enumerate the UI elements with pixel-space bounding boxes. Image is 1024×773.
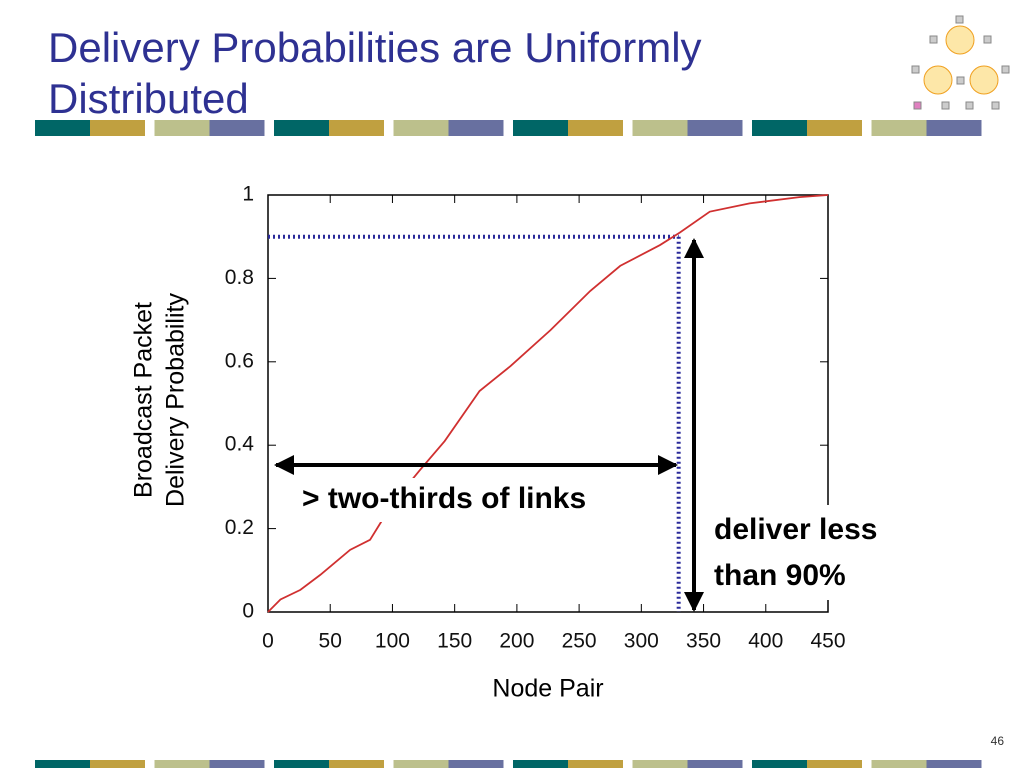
annotation-box xyxy=(708,505,918,600)
decor-bar xyxy=(274,760,329,768)
decor-bar xyxy=(568,120,623,136)
decor-bar xyxy=(274,120,329,136)
decor-bar xyxy=(393,760,449,768)
y-tick-label: 0.4 xyxy=(225,433,255,456)
x-tick-label: 450 xyxy=(810,630,845,653)
chart: 0 0.2 0.4 0.6 0.8 1 0 50 100 150 200 250 300 350 400 45… xyxy=(225,183,846,653)
y-tick-label: 0.6 xyxy=(225,349,254,372)
x-tick-label: 250 xyxy=(562,630,597,653)
annotation: > two-thirds of links xyxy=(302,482,586,515)
decor-bar xyxy=(513,760,568,768)
logo xyxy=(911,15,1010,110)
slide-title: Distributed xyxy=(48,75,249,122)
y-axis-label: Broadcast Packet xyxy=(130,302,158,498)
decor-bar xyxy=(687,120,743,136)
decor-bar xyxy=(926,120,982,136)
decor-bar xyxy=(35,760,90,768)
decor-bar xyxy=(393,120,449,136)
decor-bar xyxy=(329,760,384,768)
decor-bar xyxy=(807,760,862,768)
decor-bar xyxy=(513,120,568,136)
decor-bar xyxy=(448,760,504,768)
decor-bar xyxy=(632,760,688,768)
x-tick-label: 150 xyxy=(437,630,472,653)
y-tick-label: 0 xyxy=(242,600,254,623)
y-tick-label: 0.8 xyxy=(225,266,254,289)
decor-bar xyxy=(329,120,384,136)
x-tick-label: 50 xyxy=(319,630,342,653)
decor-bar xyxy=(90,120,145,136)
data-line xyxy=(267,194,829,613)
x-tick-label: 100 xyxy=(375,630,410,653)
decor-bar xyxy=(871,760,927,768)
x-tick-label: 400 xyxy=(748,630,783,653)
y-tick-label: 1 xyxy=(242,183,254,206)
x-axis-label: Node Pair xyxy=(492,675,603,703)
decor-bar xyxy=(209,120,265,136)
y-tick-label: 0.2 xyxy=(225,516,254,539)
decor-bar xyxy=(871,120,927,136)
decor-bar xyxy=(154,760,210,768)
decor-bars xyxy=(35,120,982,768)
x-tick-label: 200 xyxy=(499,630,534,653)
y-axis-label: Delivery Probability xyxy=(162,293,190,507)
annotation: deliver less xyxy=(714,513,877,546)
decor-bar xyxy=(448,120,504,136)
decor-bar xyxy=(154,120,210,136)
x-tick-label: 350 xyxy=(686,630,721,653)
annotation-box xyxy=(296,478,664,522)
decor-bar xyxy=(926,760,982,768)
decor-bar xyxy=(632,120,688,136)
decor-bar xyxy=(687,760,743,768)
decor-bar xyxy=(209,760,265,768)
decor-bar xyxy=(90,760,145,768)
slide-title: Delivery Probabilities are Uniformly xyxy=(48,24,702,71)
x-tick-label: 300 xyxy=(624,630,659,653)
decor-bar xyxy=(35,120,90,136)
annotation: than 90% xyxy=(714,559,846,592)
plot-frame xyxy=(267,194,829,613)
page-number: 46 xyxy=(991,734,1005,748)
decor-bar xyxy=(807,120,862,136)
x-tick-label: 0 xyxy=(262,630,274,653)
decor-bar xyxy=(752,120,807,136)
decor-bar xyxy=(568,760,623,768)
decor-bar xyxy=(752,760,807,768)
